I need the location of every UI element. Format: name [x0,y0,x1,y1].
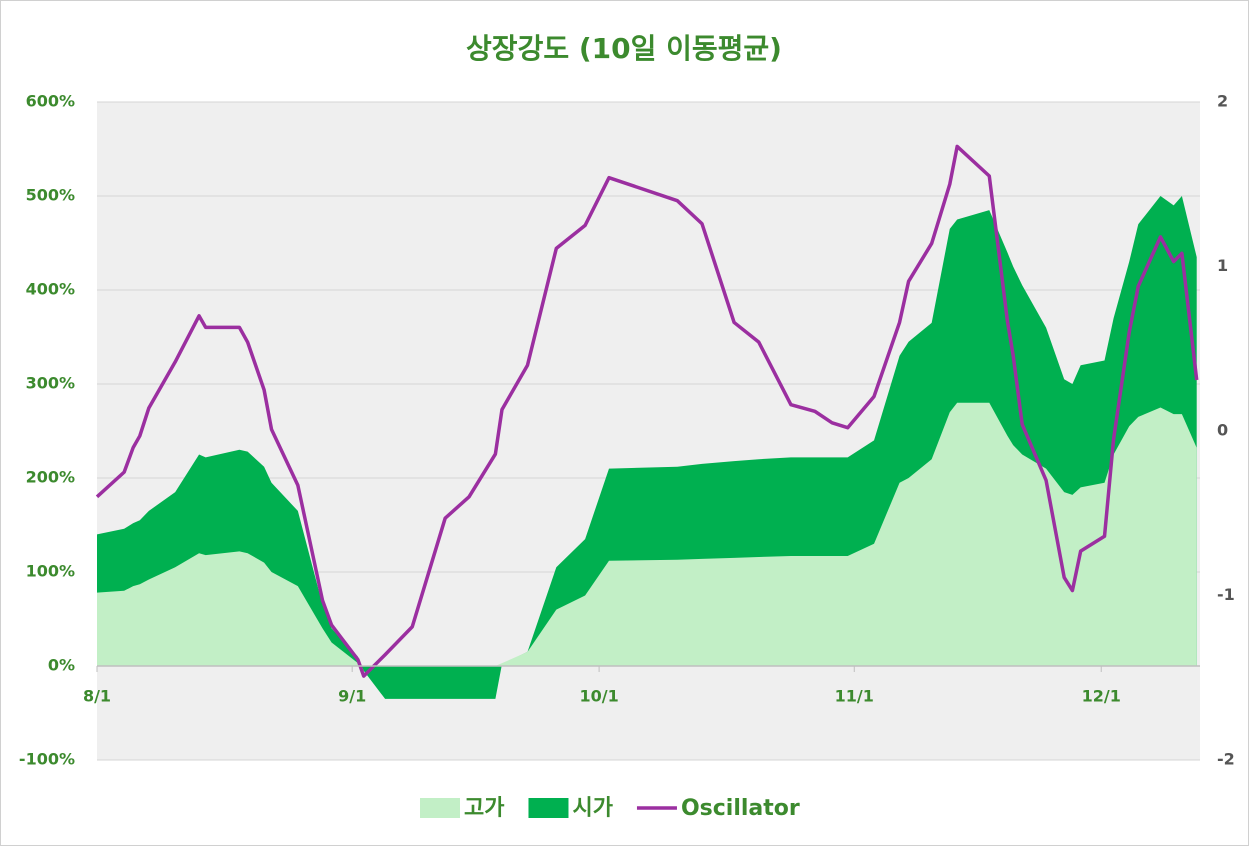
x-tick-label: 12/1 [1082,687,1121,706]
y2-tick-label: 0 [1217,421,1228,440]
x-tick-label: 8/1 [83,687,111,706]
area [97,402,1197,666]
y-tick-label: 200% [26,468,75,487]
y-tick-label: 600% [26,92,75,111]
x-tick-label: 9/1 [338,687,366,706]
y-tick-label: 100% [26,562,75,581]
x-tick-label: 10/1 [579,687,618,706]
y2-tick-label: 2 [1217,92,1228,111]
line [95,144,1199,678]
y-tick-label: 300% [26,374,75,393]
chart-title: 상장강도 (10일 이동평균) [466,32,782,65]
legend-label: 고가 [464,796,504,821]
legend-label: Oscillator [681,796,800,821]
y-tick-label: 400% [26,280,75,299]
y-tick-label: 0% [48,656,75,675]
y2-tick-label: -2 [1217,750,1235,769]
y-tick-label: -100% [19,750,75,769]
x-tick-label: 11/1 [835,687,874,706]
y2-tick-label: -1 [1217,585,1235,604]
legend-label: 시가 [572,796,612,821]
legend-swatch [420,798,460,818]
y2-tick-label: 1 [1217,256,1228,275]
y-tick-label: 500% [26,186,75,205]
legend-swatch [528,798,569,818]
